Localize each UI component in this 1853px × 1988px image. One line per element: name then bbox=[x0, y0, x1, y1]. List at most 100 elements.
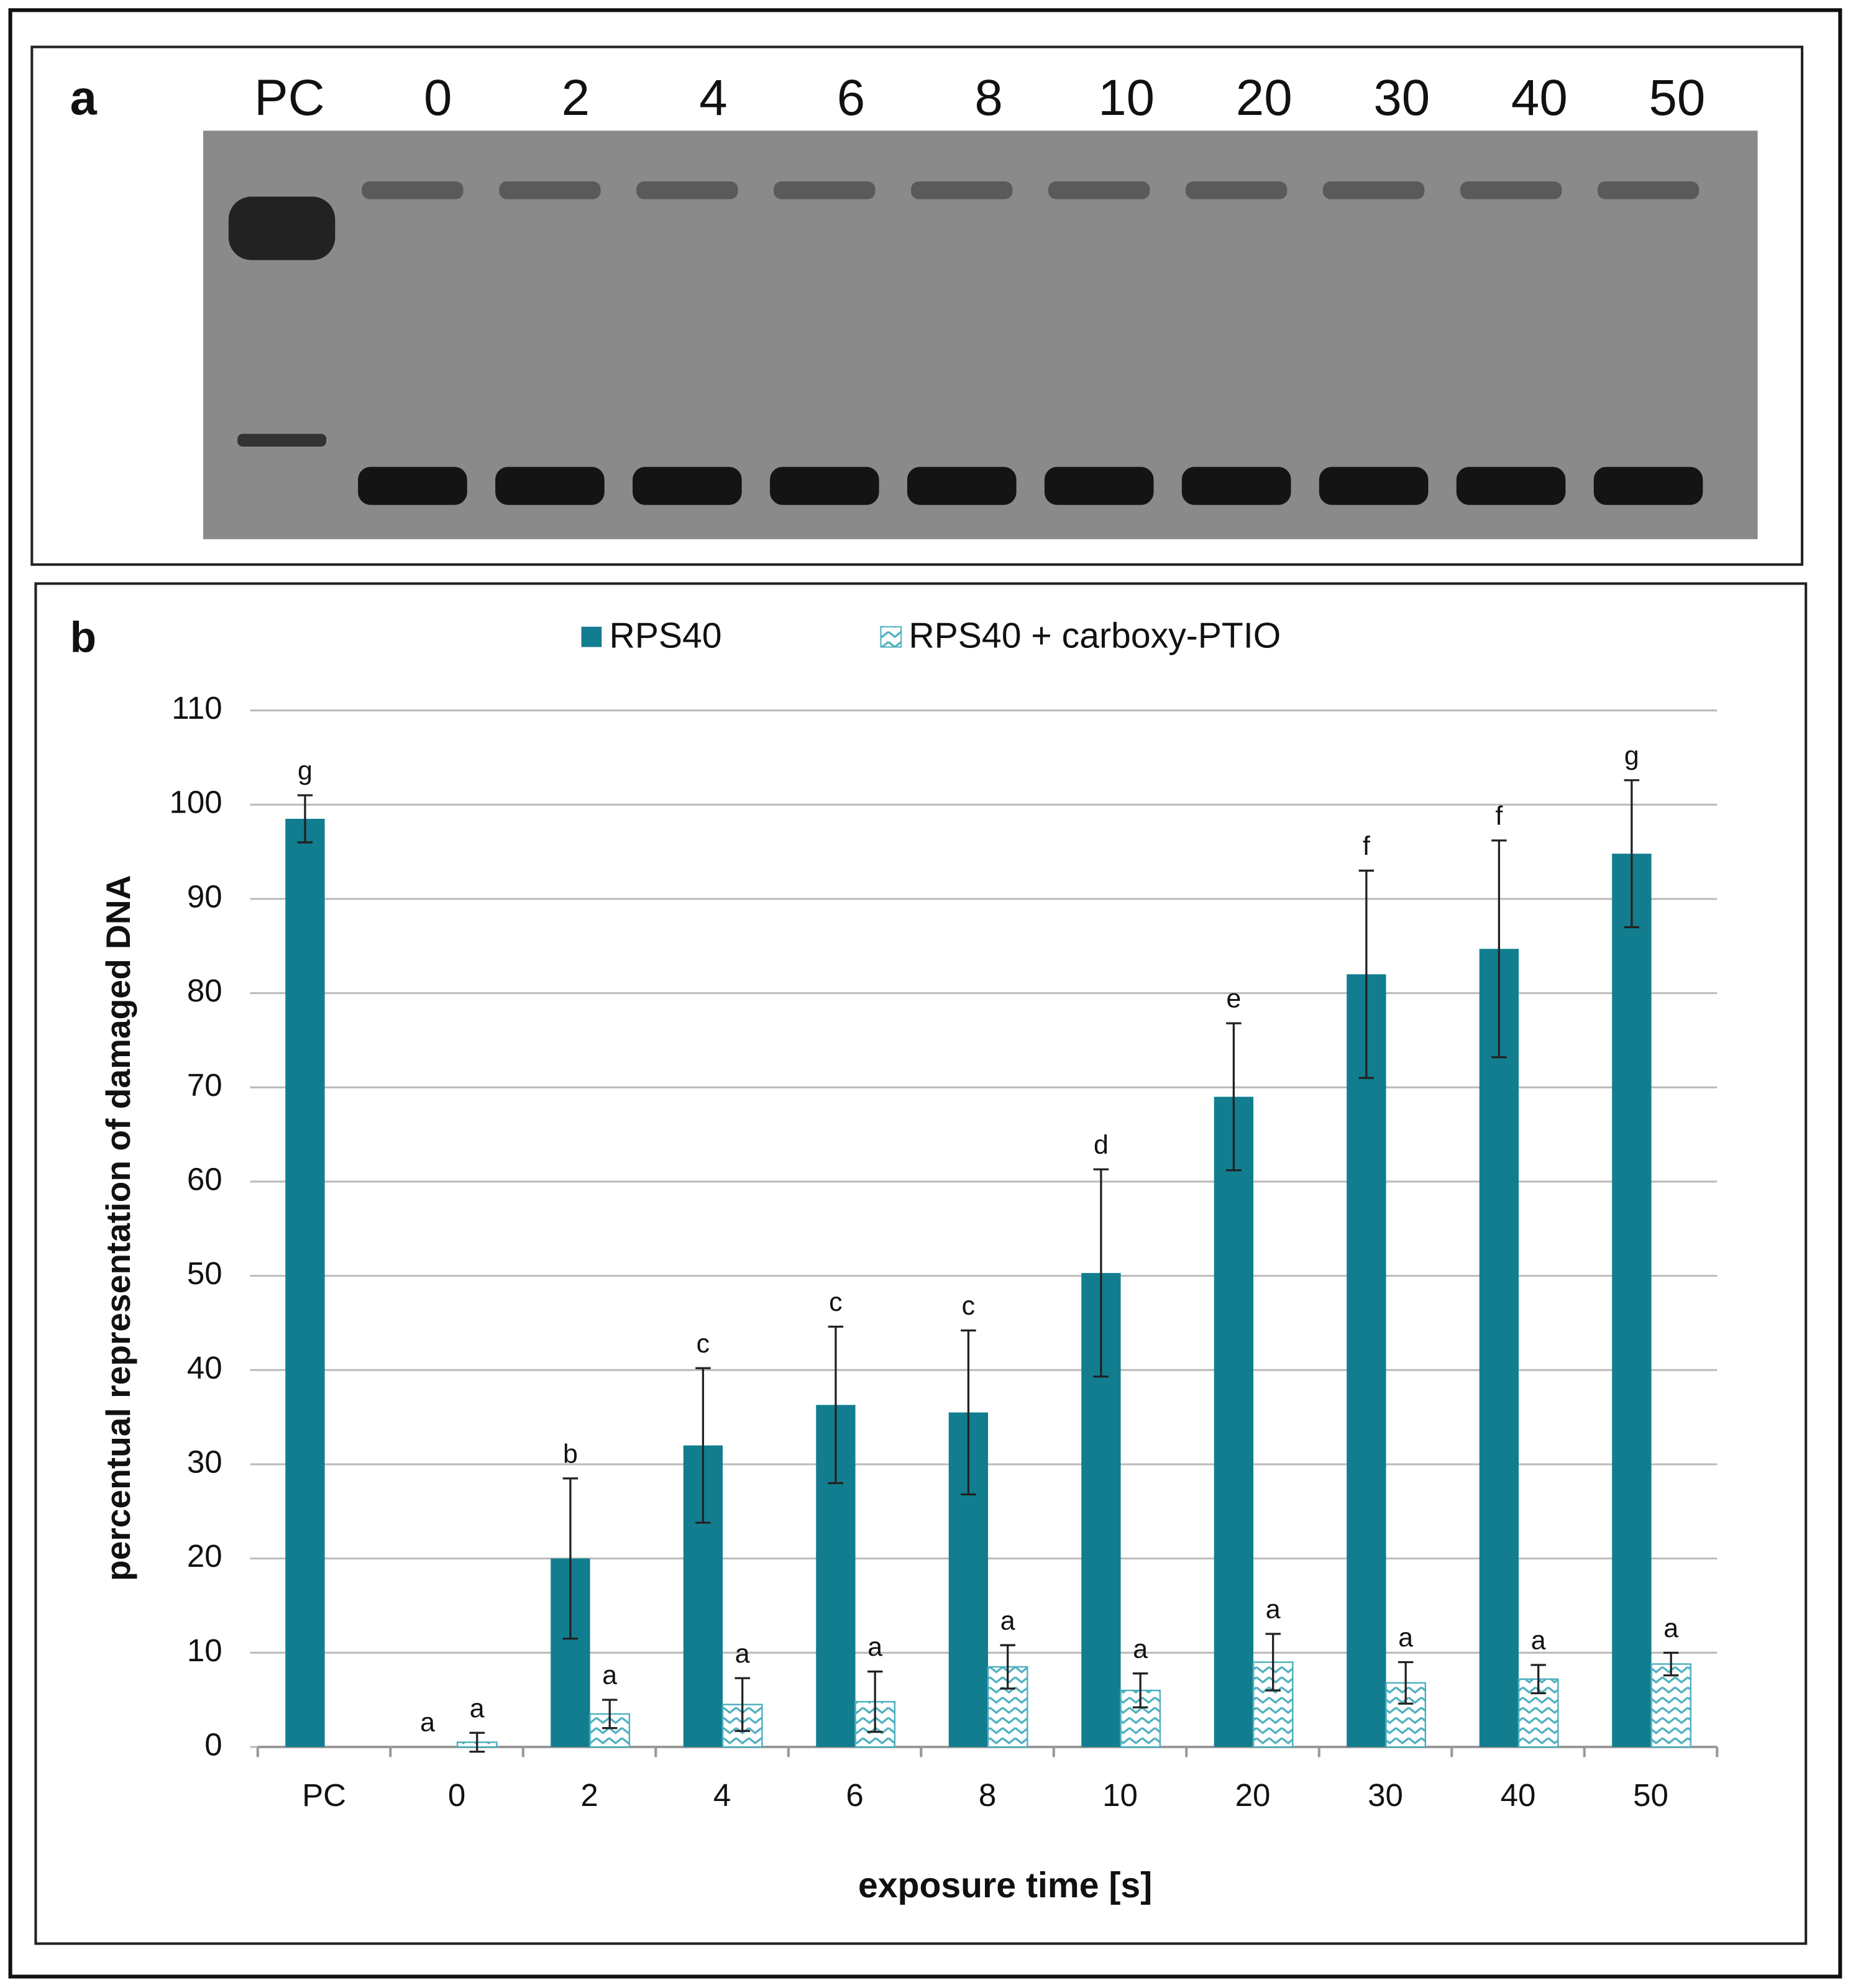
x-tick-label: 20 bbox=[1235, 1777, 1271, 1813]
x-tick-label: 0 bbox=[448, 1777, 465, 1813]
y-tick-label: 20 bbox=[187, 1538, 222, 1574]
legend-label: RPS40 + carboxy-PTIO bbox=[908, 616, 1281, 655]
gel-band bbox=[358, 467, 467, 505]
x-tick-label: 2 bbox=[580, 1777, 598, 1813]
panel-label: b bbox=[70, 613, 96, 662]
significance-letter: f bbox=[1363, 831, 1370, 861]
y-tick-label: 80 bbox=[187, 973, 222, 1008]
y-tick-label: 100 bbox=[169, 785, 222, 820]
lane-label: 10 bbox=[1098, 70, 1155, 126]
significance-letter: a bbox=[1000, 1606, 1015, 1636]
significance-letter: c bbox=[962, 1291, 975, 1321]
gel-band bbox=[1460, 181, 1562, 199]
error-bar bbox=[867, 1671, 883, 1733]
significance-letter: g bbox=[298, 756, 313, 786]
significance-letter: e bbox=[1226, 984, 1241, 1014]
x-tick-label: 50 bbox=[1633, 1777, 1668, 1813]
error-bar bbox=[1265, 1633, 1281, 1692]
lane-label: 50 bbox=[1649, 70, 1705, 126]
significance-letter: a bbox=[867, 1632, 882, 1662]
error-bar bbox=[297, 794, 313, 844]
outer-border bbox=[8, 8, 1842, 1979]
gel-band bbox=[1597, 181, 1700, 199]
gel-band bbox=[228, 196, 336, 260]
gel-band bbox=[907, 467, 1017, 505]
gel-band bbox=[237, 434, 327, 447]
y-tick-label: 10 bbox=[187, 1633, 222, 1668]
x-tick-label: 8 bbox=[979, 1777, 996, 1813]
error-bar bbox=[1093, 1168, 1109, 1378]
gel-band bbox=[1044, 467, 1154, 505]
y-tick-label: 0 bbox=[204, 1726, 222, 1762]
legend-swatch bbox=[880, 626, 902, 648]
bar bbox=[1612, 854, 1652, 1747]
y-tick-label: 30 bbox=[187, 1444, 222, 1479]
lane-label: 0 bbox=[424, 70, 452, 126]
bar bbox=[1650, 1663, 1692, 1748]
error-bar bbox=[961, 1329, 976, 1496]
significance-letter: d bbox=[1094, 1130, 1109, 1160]
gel-band bbox=[499, 181, 601, 199]
significance-letter: a bbox=[1266, 1595, 1281, 1625]
significance-letter: a bbox=[735, 1639, 750, 1669]
gel-band bbox=[1186, 181, 1288, 199]
lane-label: 8 bbox=[974, 70, 1002, 126]
y-tick-label: 110 bbox=[172, 690, 222, 726]
significance-letter: a bbox=[1398, 1623, 1413, 1653]
panel-a-border bbox=[30, 45, 1804, 566]
y-tick-label: 90 bbox=[187, 878, 222, 914]
error-bar bbox=[734, 1677, 750, 1732]
bar bbox=[1347, 974, 1386, 1747]
significance-letter: a bbox=[420, 1708, 435, 1738]
gel-band bbox=[774, 181, 876, 199]
x-tick-label: 30 bbox=[1368, 1777, 1403, 1813]
error-bar bbox=[1358, 869, 1375, 1079]
y-tick-label: 50 bbox=[187, 1256, 222, 1291]
y-axis-title: percentual representation of damaged DNA bbox=[99, 875, 137, 1581]
lane-label: 20 bbox=[1236, 70, 1293, 126]
lane-label: 30 bbox=[1373, 70, 1430, 126]
y-tick-label: 60 bbox=[187, 1161, 222, 1197]
significance-letter: a bbox=[1133, 1634, 1148, 1664]
error-bar bbox=[562, 1477, 579, 1640]
significance-letter: a bbox=[1531, 1626, 1546, 1656]
significance-letter: a bbox=[602, 1661, 617, 1690]
panel-label: a bbox=[70, 71, 98, 125]
error-bar bbox=[602, 1698, 618, 1730]
lane-label: 2 bbox=[562, 70, 590, 126]
gel-band bbox=[633, 467, 742, 505]
bar bbox=[1479, 949, 1519, 1747]
error-bar bbox=[828, 1325, 844, 1484]
gel-band bbox=[1181, 467, 1291, 505]
error-bar bbox=[695, 1367, 711, 1524]
gel-band bbox=[1593, 467, 1703, 505]
significance-letter: a bbox=[470, 1694, 485, 1723]
x-tick-label: 40 bbox=[1501, 1777, 1536, 1813]
gel-band bbox=[1319, 467, 1429, 505]
error-bar bbox=[1663, 1651, 1679, 1677]
bar bbox=[285, 819, 325, 1747]
error-bar bbox=[1624, 779, 1640, 929]
x-axis-title: exposure time [s] bbox=[858, 1866, 1152, 1905]
x-tick-label: PC bbox=[302, 1777, 346, 1813]
error-bar bbox=[1226, 1022, 1242, 1172]
x-tick-label: 10 bbox=[1102, 1777, 1138, 1813]
bar bbox=[1214, 1097, 1254, 1747]
y-tick-label: 40 bbox=[187, 1350, 222, 1385]
gel-band bbox=[1456, 467, 1566, 505]
significance-letter: c bbox=[697, 1329, 710, 1359]
legend-label: RPS40 bbox=[609, 616, 721, 655]
error-bar bbox=[1398, 1661, 1414, 1705]
x-tick-label: 6 bbox=[846, 1777, 863, 1813]
error-bar bbox=[469, 1731, 485, 1753]
significance-letter: a bbox=[1663, 1613, 1678, 1643]
error-bar bbox=[1000, 1644, 1015, 1690]
gel-band bbox=[362, 181, 464, 199]
gel-band bbox=[636, 181, 738, 199]
lane-label: 4 bbox=[699, 70, 727, 126]
gel-band bbox=[1048, 181, 1150, 199]
gel-band bbox=[495, 467, 605, 505]
lane-label: PC bbox=[254, 70, 324, 126]
